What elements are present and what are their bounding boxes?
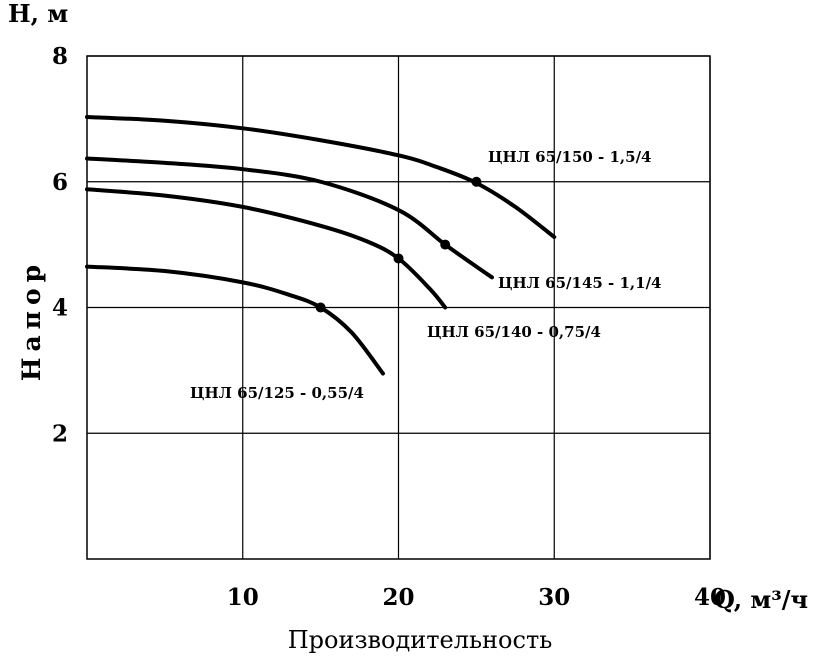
- y-tick-label: 4: [52, 295, 68, 322]
- operating-points: [315, 176, 482, 313]
- grid-lines: [87, 55, 711, 559]
- x-tick-label: 10: [227, 584, 259, 611]
- y-axis-unit-label: Н, м: [8, 0, 68, 28]
- x-tick-label: 20: [382, 584, 414, 611]
- plot-area-frame: [86, 55, 711, 560]
- operating-point-3: [393, 253, 404, 264]
- x-axis-ticks: 10 20 30 40: [227, 584, 726, 611]
- y-axis-title: Напор: [17, 259, 46, 381]
- y-tick-label: 8: [52, 43, 68, 70]
- series-curve-4: [85, 264, 385, 376]
- operating-point-4: [315, 302, 326, 313]
- y-tick-label: 2: [52, 420, 68, 447]
- series-curve-1: [85, 114, 557, 240]
- series-label-4: ЦНЛ 65/125 - 0,55/4: [190, 384, 364, 402]
- series-curve-2: [85, 156, 494, 280]
- y-tick-label: 6: [52, 169, 68, 196]
- series-label-3: ЦНЛ 65/140 - 0,75/4: [427, 323, 601, 341]
- operating-point-2: [440, 239, 451, 250]
- series-curve-3: [85, 187, 448, 310]
- y-axis-ticks: 2 4 6 8: [52, 43, 68, 447]
- series-label-1: ЦНЛ 65/150 - 1,5/4: [488, 148, 652, 166]
- series-curves: [85, 114, 557, 376]
- x-tick-label: 40: [694, 584, 726, 611]
- x-axis-unit-label: Q, м³/ч: [714, 585, 808, 614]
- series-labels: ЦНЛ 65/150 - 1,5/4 ЦНЛ 65/145 - 1,1/4 ЦНЛ …: [190, 148, 662, 402]
- series-label-2: ЦНЛ 65/145 - 1,1/4: [498, 274, 662, 292]
- x-axis-title: Производительность: [288, 626, 553, 654]
- x-tick-label: 30: [538, 584, 570, 611]
- operating-point-1: [471, 176, 482, 187]
